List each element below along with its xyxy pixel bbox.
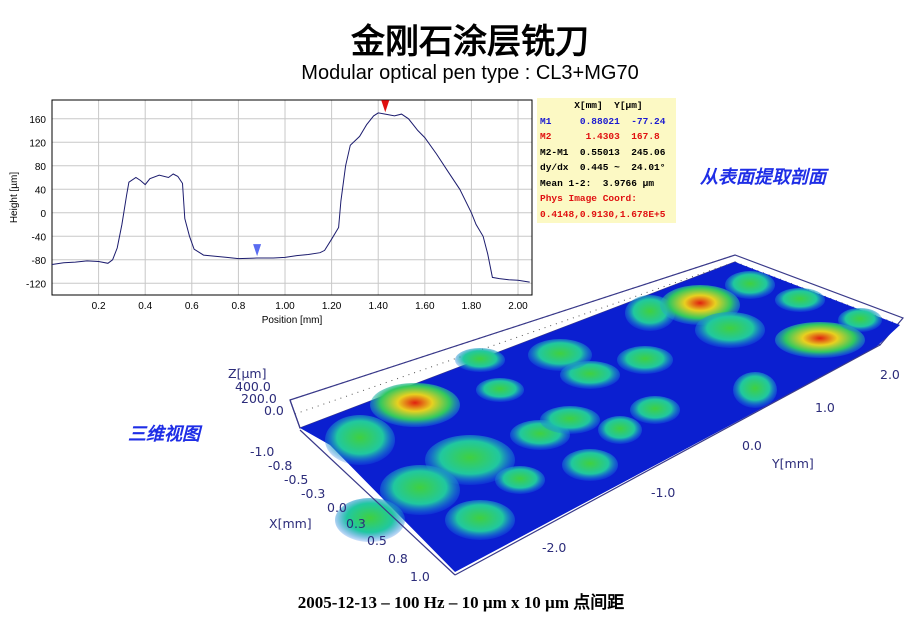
z-tick: 200.0 — [241, 391, 277, 406]
info-row: M2 1.4303 167.8 — [540, 131, 660, 142]
x-tick: 0.0 — [327, 500, 347, 515]
x-tick-label: 1.00 — [275, 301, 295, 312]
x-tick: -0.5 — [284, 472, 309, 487]
info-row: Mean 1-2: 3.9766 µm — [540, 177, 655, 189]
surface-peak — [455, 348, 505, 372]
y-tick-label: -40 — [32, 232, 47, 243]
y-tick-label: 0 — [40, 209, 46, 220]
x-tick-label: 1.40 — [368, 301, 388, 312]
y-tick: -2.0 — [542, 540, 567, 555]
y-axis-label: Y[mm] — [772, 456, 814, 471]
z-axis-line — [289, 399, 301, 429]
surface-peak — [445, 500, 515, 540]
z-tick: 0.0 — [264, 403, 284, 418]
y-tick: 0.0 — [742, 438, 762, 453]
x-tick-label: 0.6 — [185, 301, 199, 312]
y-tick-label: 80 — [35, 162, 47, 173]
info-row: Phys Image Coord: — [540, 193, 637, 204]
surface-peak — [380, 465, 460, 515]
x-axis-line — [299, 429, 456, 576]
info-header: X[mm] Y[µm] — [540, 100, 643, 111]
surface-peak — [775, 322, 865, 358]
y-axis-label: Height [µm] — [9, 172, 20, 224]
x-axis-label: X[mm] — [269, 516, 312, 531]
info-row: 0.4148,0.9130,1.678E+5 — [540, 208, 666, 220]
y-tick: 2.0 — [880, 367, 900, 382]
surface-peak — [695, 312, 765, 348]
surface-peak — [733, 372, 777, 408]
3d-view-note: 三维视图 — [128, 424, 200, 445]
x-tick: -1.0 — [250, 444, 275, 459]
surface-peak — [476, 378, 524, 402]
x-tick: -0.3 — [301, 486, 326, 501]
y-tick-label: -120 — [26, 279, 46, 290]
x-tick-label: 1.60 — [415, 301, 435, 312]
profile-chart: 0.2 0.4 0.6 0.8 1.00 1.20 1.40 1.60 1.80 2.00 -120… — [9, 99, 533, 326]
x-tick-label: 0.2 — [92, 301, 106, 312]
marker-m2 — [381, 100, 390, 113]
x-tick-label: 2.00 — [508, 301, 528, 312]
info-row: M2-M1 0.55013 245.06 — [540, 146, 666, 158]
surface-peak — [617, 346, 673, 374]
surface-peak — [540, 406, 600, 434]
x-axis-label: Position [mm] — [262, 315, 323, 326]
surface-peak — [335, 498, 405, 542]
marker-m1 — [253, 244, 262, 257]
profile-note: 从表面提取剖面 — [700, 167, 826, 188]
z-axis-label: Z[µm] — [228, 366, 267, 381]
surface-peak — [838, 308, 882, 332]
info-row: M1 0.88021 -77.24 — [540, 115, 666, 127]
x-tick: 1.0 — [410, 569, 430, 584]
surface-peak — [370, 383, 460, 427]
surface-peak — [630, 396, 680, 424]
y-tick-label: 160 — [29, 115, 46, 126]
slide-subtitle: Modular optical pen type : CL3+MG70 — [301, 62, 639, 84]
surface-peak — [325, 415, 395, 465]
x-tick-label: 1.80 — [462, 301, 482, 312]
x-tick: 0.5 — [367, 533, 387, 548]
surface-peak — [495, 466, 545, 494]
surface-peak — [725, 271, 775, 299]
y-tick-label: -80 — [32, 256, 47, 267]
y-tick: 1.0 — [815, 400, 835, 415]
surface-peak — [528, 339, 592, 371]
plot-frame — [51, 99, 533, 296]
x-tick-label: 0.8 — [231, 301, 245, 312]
plot-area — [51, 99, 533, 296]
y-axis-line — [454, 344, 881, 576]
x-tick-label: 0.4 — [138, 301, 152, 312]
z-tick: 400.0 — [235, 379, 271, 394]
surface-peak — [775, 288, 825, 312]
surface-peak — [598, 416, 642, 444]
box-back-edge — [289, 254, 736, 401]
surface-peaks — [325, 271, 882, 542]
x-tick: 0.8 — [388, 551, 408, 566]
y-tick-label: 120 — [29, 138, 46, 149]
x-tick-label: 1.20 — [322, 301, 342, 312]
caption: 2005-12-13 – 100 Hz – 10 µm x 10 µm 点间距 — [297, 593, 625, 612]
x-tick: 0.3 — [346, 516, 366, 531]
marker-info-box: X[mm] Y[µm] M1 0.88021 -77.24 M2 1.4303 1… — [537, 98, 676, 223]
slide-title: 金刚石涂层铣刀 — [351, 22, 589, 62]
x-tick: -0.8 — [268, 458, 293, 473]
profile-line — [51, 112, 530, 283]
surface-peak — [562, 449, 618, 481]
info-row: dy/dx 0.445 ~ 24.01° — [540, 162, 666, 173]
y-tick: -1.0 — [651, 485, 676, 500]
y-tick-label: 40 — [35, 185, 47, 196]
